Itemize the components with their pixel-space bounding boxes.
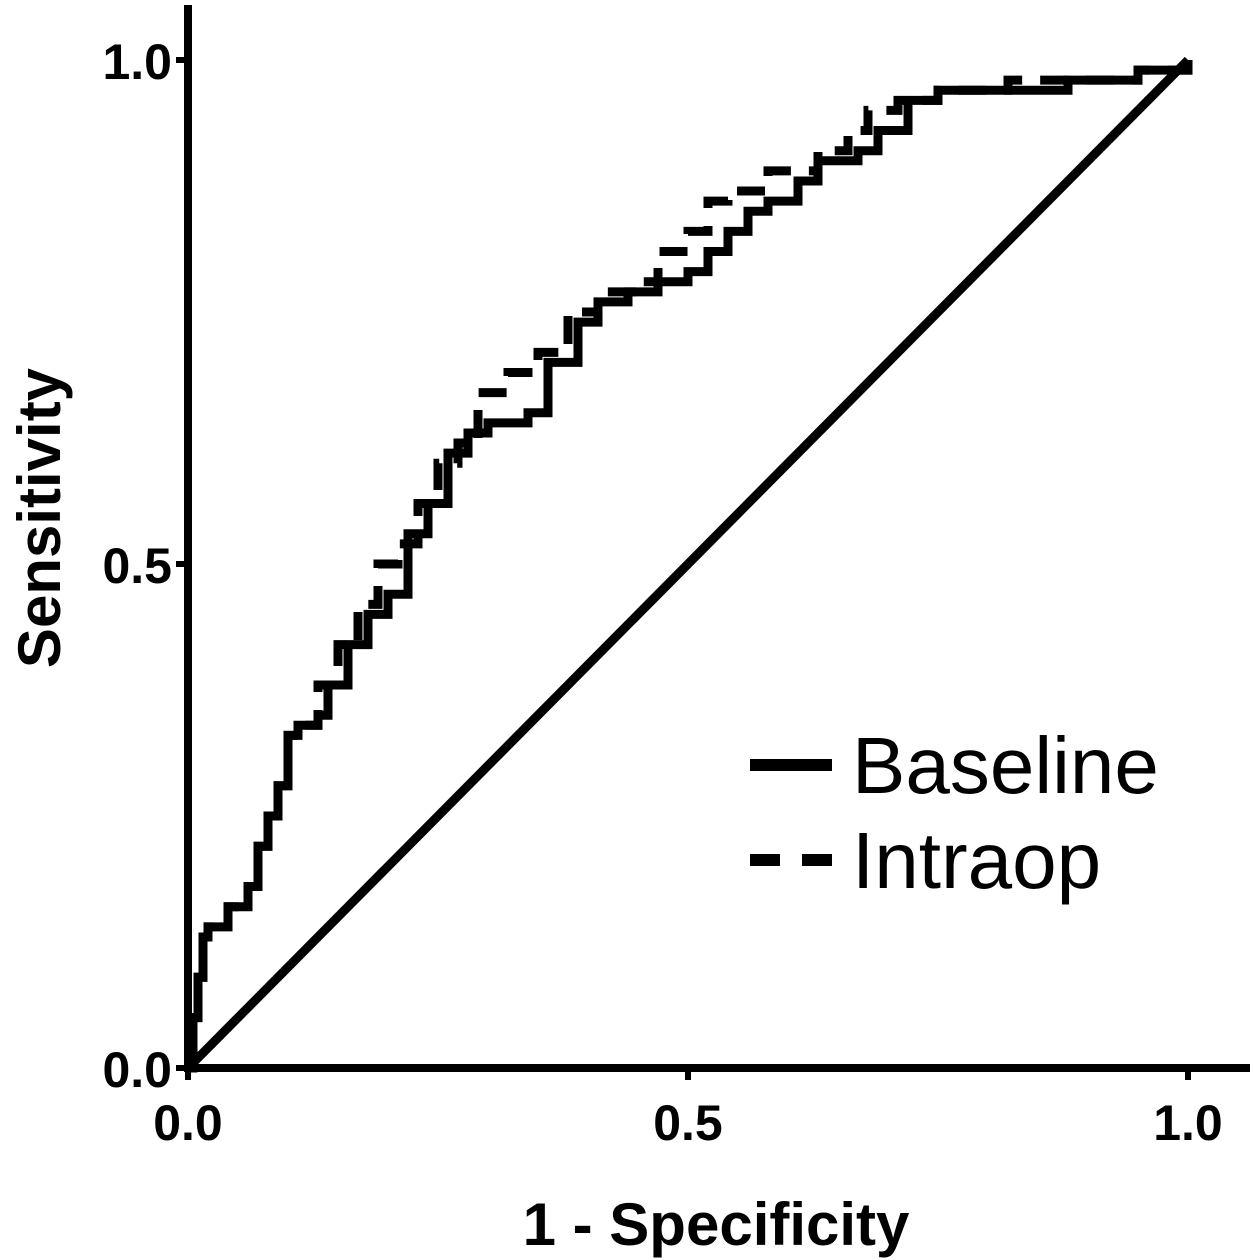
x-axis-title: 1 - Specificity	[523, 1191, 910, 1258]
x-tick-label: 0.0	[153, 1095, 223, 1151]
x-tick-label: 1.0	[1153, 1095, 1223, 1151]
y-tick-label: 1.0	[102, 34, 172, 90]
series-intraop-line	[188, 60, 1193, 1073]
y-tick-label: 0.0	[102, 1042, 172, 1098]
ticks: 0.0 0.5 1.0 0.0 0.5 1.0	[102, 34, 1222, 1151]
y-tick-label: 0.5	[102, 538, 172, 594]
axes	[184, 5, 1250, 1072]
legend-intraop-label: Intraop	[852, 816, 1101, 905]
plot-series	[184, 56, 1193, 1073]
y-axis-title: Sensitivity	[6, 367, 73, 668]
x-tick-label: 0.5	[653, 1095, 723, 1151]
reference-diagonal-line	[184, 56, 1192, 1072]
legend-baseline-label: Baseline	[852, 721, 1159, 810]
